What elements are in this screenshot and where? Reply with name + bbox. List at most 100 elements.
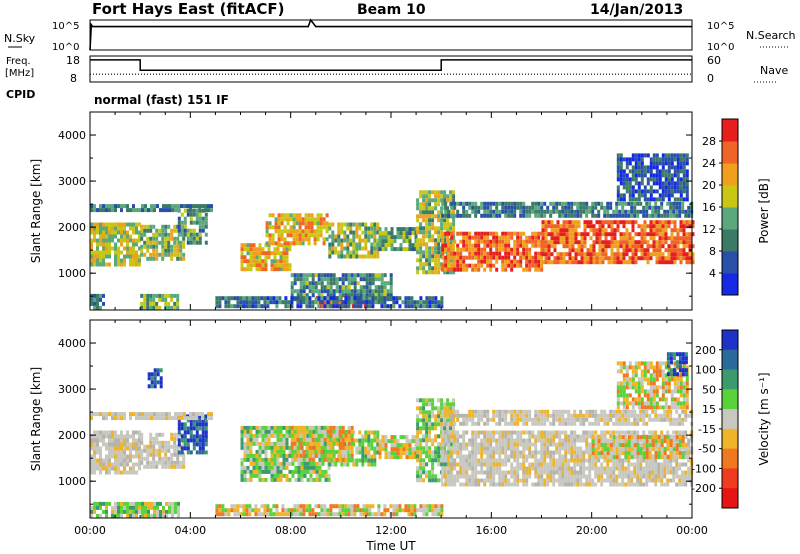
echo-cell [428, 218, 432, 223]
echo-cell [96, 434, 99, 439]
echo-cell [264, 437, 268, 442]
echo-cell [676, 228, 680, 233]
echo-cell [531, 243, 535, 248]
echo-cell [340, 246, 344, 251]
echo-cell [176, 464, 180, 469]
echo-cell [326, 300, 330, 305]
echo-cell [450, 438, 454, 443]
echo-cell [183, 426, 187, 431]
echo-cell [537, 251, 541, 256]
echo-cell [585, 205, 589, 210]
echo-cell [459, 434, 463, 439]
echo-cell [279, 469, 283, 474]
echo-cell [132, 470, 135, 475]
echo-cell [352, 442, 356, 447]
echo-cell [243, 425, 247, 430]
echo-cell [419, 418, 423, 423]
echo-cell [456, 446, 460, 451]
echo-cell [474, 446, 478, 451]
echo-cell [126, 238, 129, 243]
echo-cell [670, 181, 674, 186]
echo-cell [456, 462, 460, 467]
echo-cell [170, 305, 174, 310]
echo-cell [513, 442, 517, 447]
echo-cell [167, 252, 171, 257]
echo-cell [543, 446, 547, 451]
echo-cell [282, 453, 286, 458]
echo-cell [338, 304, 342, 309]
echo-cell [255, 465, 259, 470]
echo-cell [393, 455, 397, 460]
echo-cell [604, 236, 608, 241]
echo-cell [273, 247, 277, 252]
echo-cell [528, 263, 532, 268]
echo-cell [543, 209, 547, 214]
echo-cell [483, 255, 487, 260]
echo-cell [606, 201, 610, 206]
echo-cell [377, 300, 381, 305]
echo-cell [159, 384, 163, 389]
echo-cell [501, 247, 505, 252]
echo-cell [105, 208, 108, 213]
echo-cell [583, 236, 587, 241]
echo-cell [441, 243, 445, 248]
echo-cell [302, 453, 306, 458]
echo-cell [567, 470, 571, 475]
echo-cell [143, 224, 147, 229]
echo-cell [102, 301, 105, 306]
echo-cell [201, 446, 205, 451]
echo-cell [531, 231, 535, 236]
echo-cell [453, 205, 457, 210]
echo-cell [295, 229, 299, 234]
echo-cell [273, 477, 277, 482]
echo-cell [173, 248, 177, 253]
echo-cell [286, 233, 290, 238]
echo-cell [540, 267, 544, 272]
freq-left-label-1: Freq. [6, 56, 31, 67]
echo-cell [239, 304, 243, 309]
echo-cell [658, 260, 662, 265]
echo-cell [541, 240, 545, 245]
echo-cell [492, 243, 496, 248]
echo-cell [402, 235, 406, 240]
echo-cell [105, 242, 108, 247]
echo-cell [377, 273, 381, 278]
echo-cell [201, 430, 205, 435]
echo-cell [240, 461, 244, 466]
echo-cell [444, 482, 448, 487]
echo-cell [544, 220, 548, 225]
echo-cell [568, 248, 572, 253]
echo-cell [543, 201, 547, 206]
echo-cell [260, 304, 264, 309]
echo-cell [431, 206, 435, 211]
echo-cell [431, 300, 435, 305]
echo-cell [114, 509, 117, 514]
echo-cell [616, 157, 620, 162]
echo-cell [258, 263, 262, 268]
echo-cell [679, 220, 683, 225]
echo-cell [661, 252, 665, 257]
echo-cell [431, 250, 435, 255]
echo-cell [273, 453, 277, 458]
echo-cell [296, 273, 300, 278]
echo-cell [477, 255, 481, 260]
echo-cell [453, 478, 457, 483]
echo-cell [480, 259, 484, 264]
echo-cell [290, 457, 294, 462]
echo-cell [362, 289, 366, 294]
echo-cell [158, 448, 162, 453]
echo-cell [613, 244, 617, 249]
echo-cell [655, 165, 659, 170]
echo-cell [317, 289, 321, 294]
echo-cell [273, 469, 277, 474]
echo-cell [367, 454, 371, 459]
echo-cell [352, 246, 356, 251]
echo-cell [534, 442, 538, 447]
echo-cell [265, 229, 269, 234]
echo-cell [323, 425, 327, 430]
echo-cell [625, 240, 629, 245]
echo-cell [631, 244, 635, 249]
echo-cell [177, 216, 181, 221]
echo-cell [588, 474, 592, 479]
echo-cell [189, 426, 193, 431]
